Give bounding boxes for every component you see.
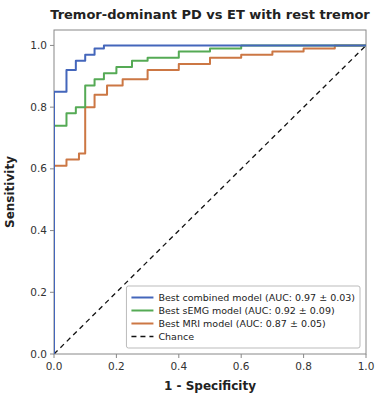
- series-line: [54, 45, 366, 354]
- y-tick: [50, 107, 54, 108]
- y-tick-label: 0.6: [30, 162, 47, 174]
- series-line: [54, 45, 366, 354]
- legend-swatch: [131, 310, 153, 312]
- y-tick-label: 0.2: [30, 286, 47, 298]
- y-tick-label: 0.0: [30, 348, 47, 360]
- x-tick-label: 0.6: [233, 360, 250, 372]
- legend-label: Chance: [158, 331, 194, 342]
- plot-lines: [54, 45, 366, 354]
- x-tick: [54, 354, 55, 358]
- y-tick-label: 1.0: [30, 39, 47, 51]
- x-tick: [366, 354, 367, 358]
- x-tick-label: 0.0: [46, 360, 63, 372]
- x-tick: [116, 354, 117, 358]
- chart: Tremor-dominant PD vs ET with rest tremo…: [0, 0, 378, 400]
- x-tick: [178, 354, 179, 358]
- legend-label: Best combined model (AUC: 0.97 ± 0.03): [158, 292, 355, 303]
- x-tick-label: 1.0: [358, 360, 375, 372]
- y-tick: [50, 168, 54, 169]
- legend-swatch: [131, 297, 153, 299]
- y-tick: [50, 45, 54, 46]
- y-axis-label: Sensitivity: [3, 156, 17, 228]
- x-axis-label: 1 - Specificity: [164, 379, 256, 393]
- y-tick: [50, 230, 54, 231]
- x-tick: [303, 354, 304, 358]
- y-tick: [50, 354, 54, 355]
- x-tick-label: 0.8: [295, 360, 312, 372]
- legend-swatch: [131, 336, 153, 337]
- series-line: [54, 45, 366, 354]
- title: Tremor-dominant PD vs ET with rest tremo…: [50, 7, 370, 22]
- legend-label: Best MRI model (AUC: 0.87 ± 0.05): [158, 318, 325, 329]
- legend-swatch: [131, 323, 153, 325]
- x-tick: [241, 354, 242, 358]
- plot-frame: [54, 30, 366, 354]
- series-line: [54, 45, 366, 354]
- x-tick-label: 0.2: [108, 360, 125, 372]
- x-tick-label: 0.4: [170, 360, 187, 372]
- y-tick-label: 0.4: [30, 224, 47, 236]
- y-tick-label: 0.8: [30, 101, 47, 113]
- legend-label: Best sEMG model (AUC: 0.92 ± 0.09): [158, 305, 334, 316]
- legend-box: [126, 286, 360, 348]
- y-tick: [50, 292, 54, 293]
- legend: Best combined model (AUC: 0.97 ± 0.03) Be…: [126, 286, 360, 348]
